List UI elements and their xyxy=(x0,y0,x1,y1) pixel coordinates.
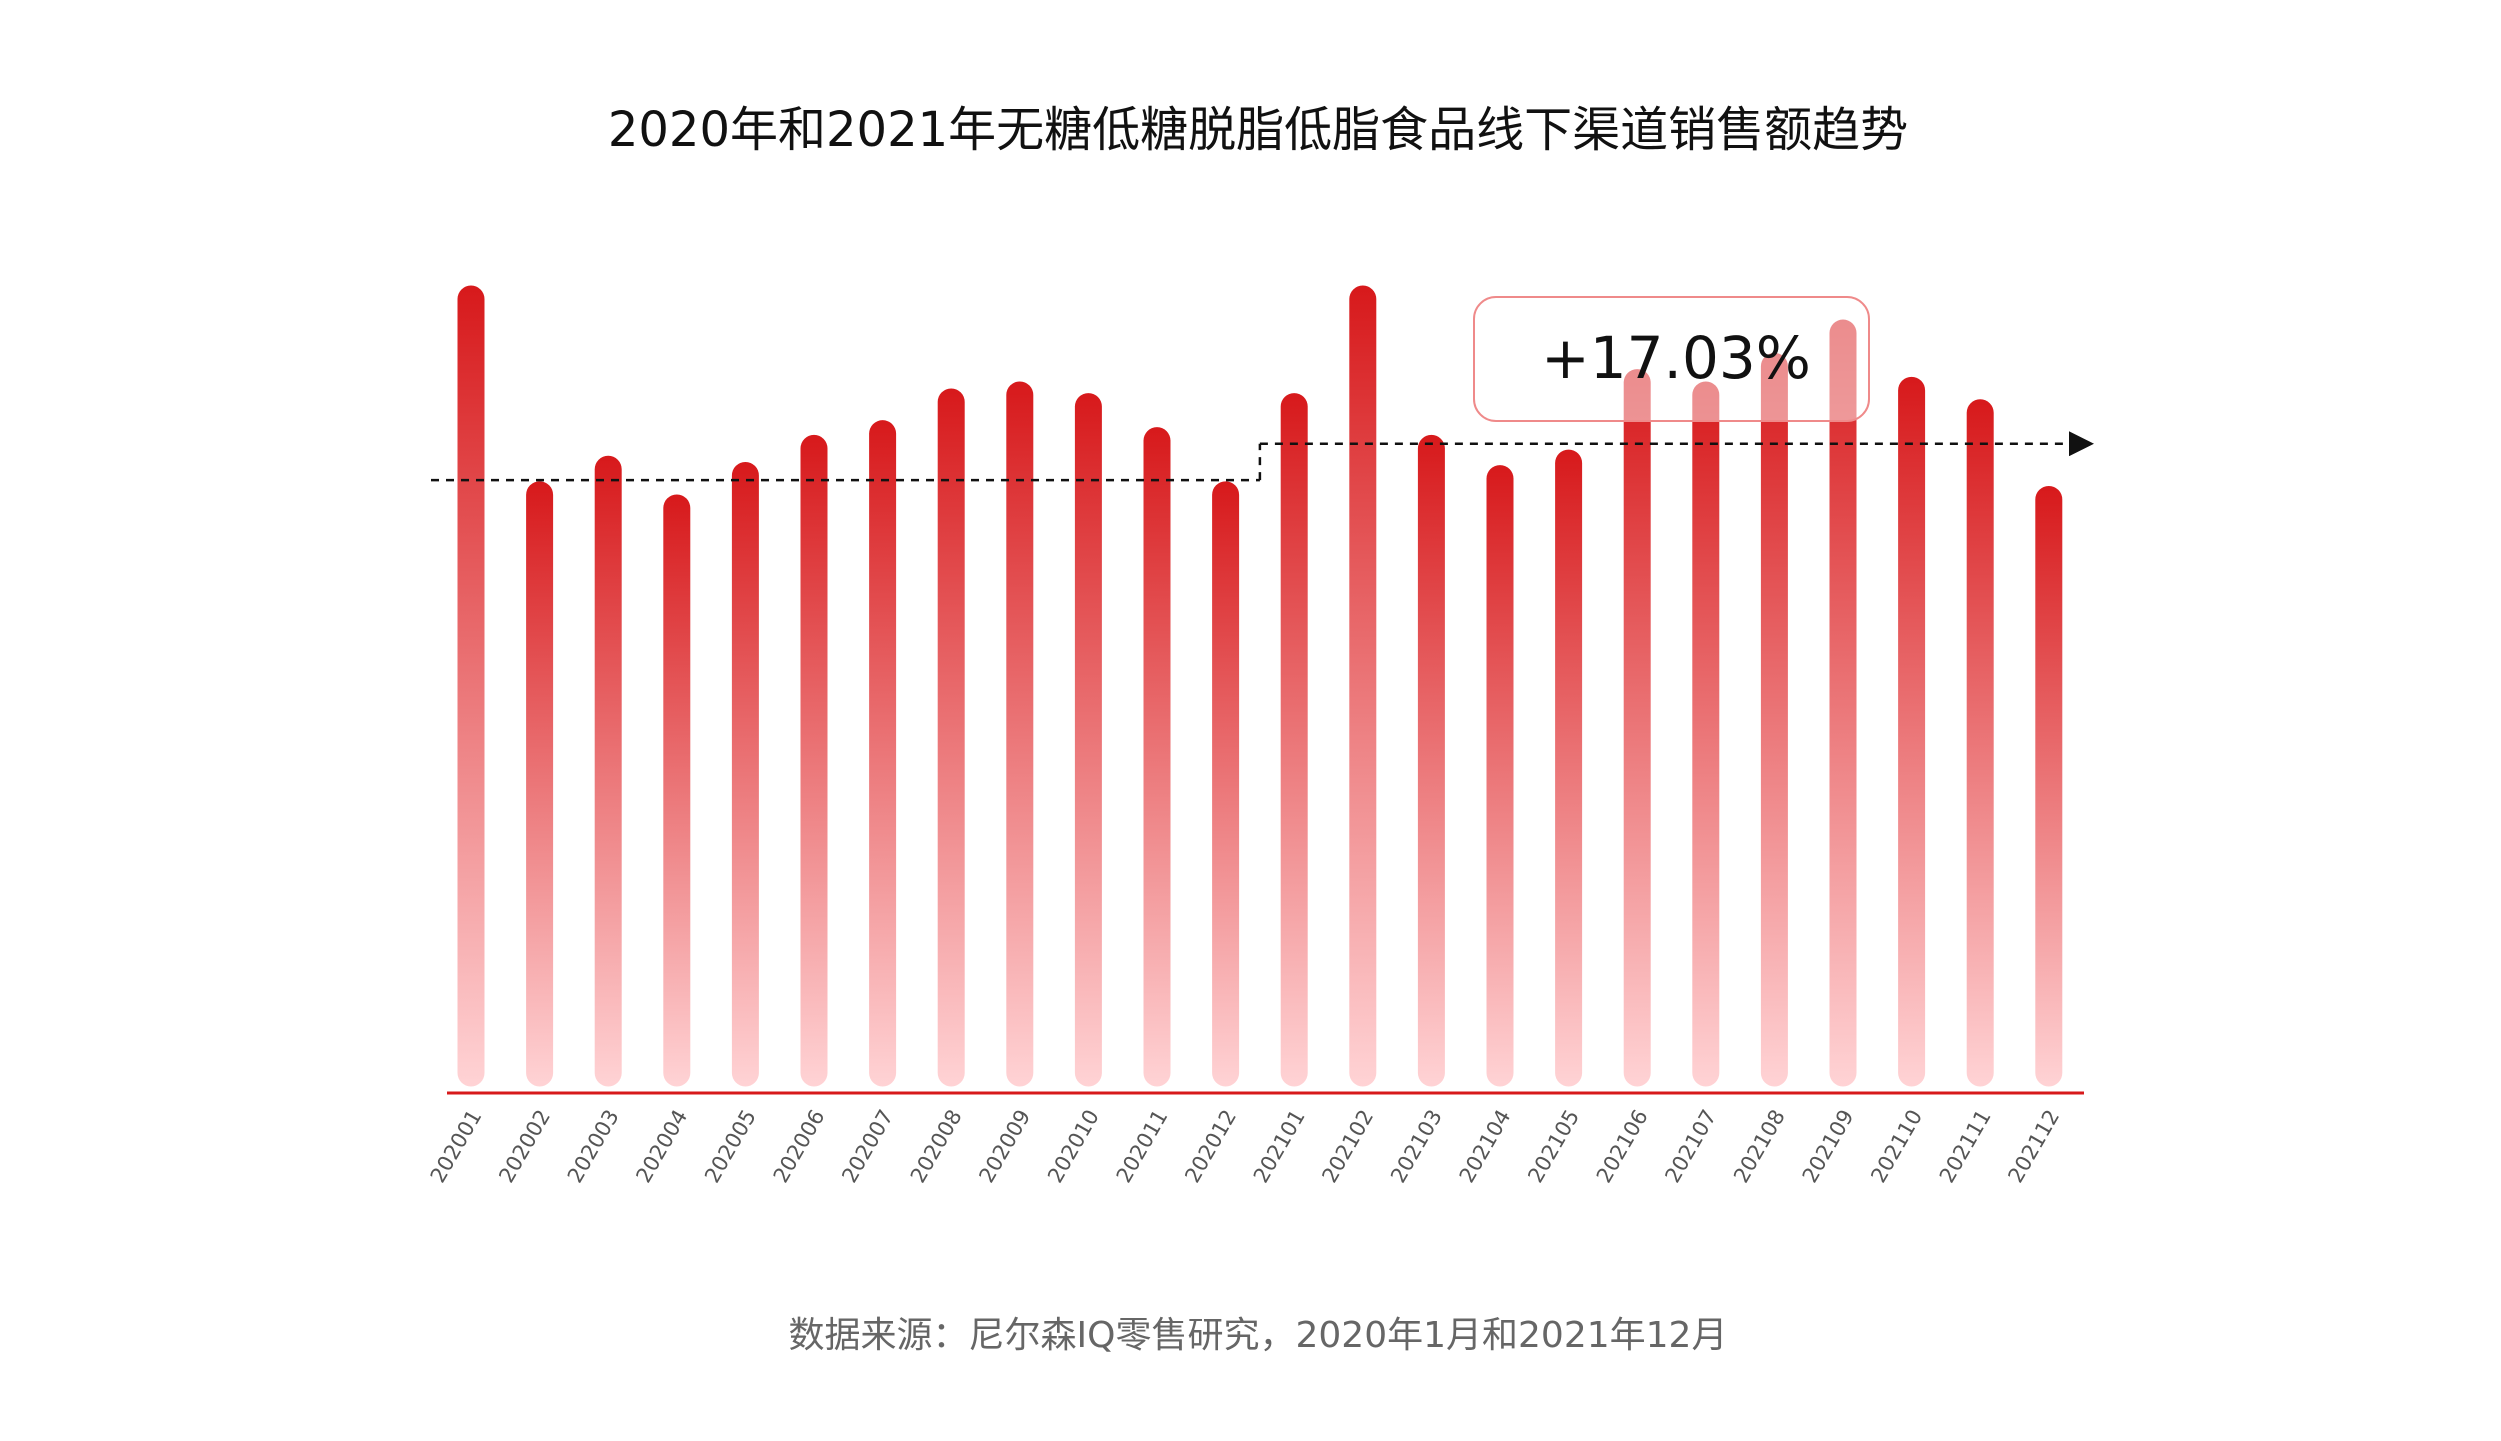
bar xyxy=(1623,369,1651,1087)
x-tick-label: 202003 xyxy=(563,1106,624,1187)
x-tick-label: 202101 xyxy=(1249,1106,1310,1187)
bar xyxy=(1555,449,1583,1087)
x-tick-label: 202004 xyxy=(631,1106,692,1187)
bar xyxy=(2035,485,2063,1087)
x-tick-label: 202002 xyxy=(494,1106,555,1187)
annotation-box xyxy=(1473,296,1870,422)
bar xyxy=(1417,434,1445,1087)
bar xyxy=(800,434,828,1087)
x-tick-label: 202109 xyxy=(1798,1106,1859,1187)
x-tick-label: 202108 xyxy=(1729,1106,1790,1187)
bar xyxy=(1143,427,1171,1087)
bar xyxy=(1074,393,1102,1087)
source-note: 数据来源：尼尔森IQ零售研究，2020年1月和2021年12月 xyxy=(789,1315,1728,1356)
x-tick-label: 202007 xyxy=(837,1106,898,1187)
x-tick-label: 202008 xyxy=(906,1106,967,1187)
x-tick-label: 202106 xyxy=(1592,1106,1653,1187)
bar xyxy=(457,285,485,1087)
x-tick-label: 202107 xyxy=(1660,1106,1721,1187)
bar xyxy=(526,481,554,1087)
bar xyxy=(1829,319,1857,1087)
x-tick-label: 202012 xyxy=(1180,1106,1241,1187)
bar xyxy=(1692,381,1720,1087)
chart-title: 2020年和2021年无糖低糖脱脂低脂食品线下渠道销售额趋势 xyxy=(608,102,1908,158)
x-tick-label: 202112 xyxy=(2003,1106,2064,1187)
annotation-label: +17.03% xyxy=(1541,324,1811,392)
bar xyxy=(1280,393,1308,1087)
x-tick-label: 202009 xyxy=(974,1106,1035,1187)
x-tick-label: 202110 xyxy=(1866,1106,1927,1187)
x-tick-label: 202011 xyxy=(1112,1106,1173,1187)
bar xyxy=(594,455,622,1087)
bar xyxy=(731,461,759,1087)
x-tick-label: 202006 xyxy=(769,1106,830,1187)
bar xyxy=(869,420,897,1087)
x-tick-label: 202103 xyxy=(1386,1106,1447,1187)
bar xyxy=(1966,399,1994,1087)
x-tick-label: 202001 xyxy=(426,1106,487,1187)
bar xyxy=(1212,481,1240,1087)
bar xyxy=(663,494,691,1087)
x-tick-label: 202005 xyxy=(700,1106,761,1187)
x-tick-label: 202105 xyxy=(1523,1106,1584,1187)
x-tick-label: 202102 xyxy=(1317,1106,1378,1187)
x-tick-label: 202010 xyxy=(1043,1106,1104,1187)
bar xyxy=(1898,376,1926,1087)
bar xyxy=(937,388,965,1087)
bar xyxy=(1760,352,1788,1087)
bar xyxy=(1006,381,1034,1087)
bar xyxy=(1486,465,1514,1087)
x-tick-label: 202104 xyxy=(1455,1106,1516,1187)
bar xyxy=(1349,285,1377,1087)
x-tick-label: 202111 xyxy=(1935,1106,1996,1187)
